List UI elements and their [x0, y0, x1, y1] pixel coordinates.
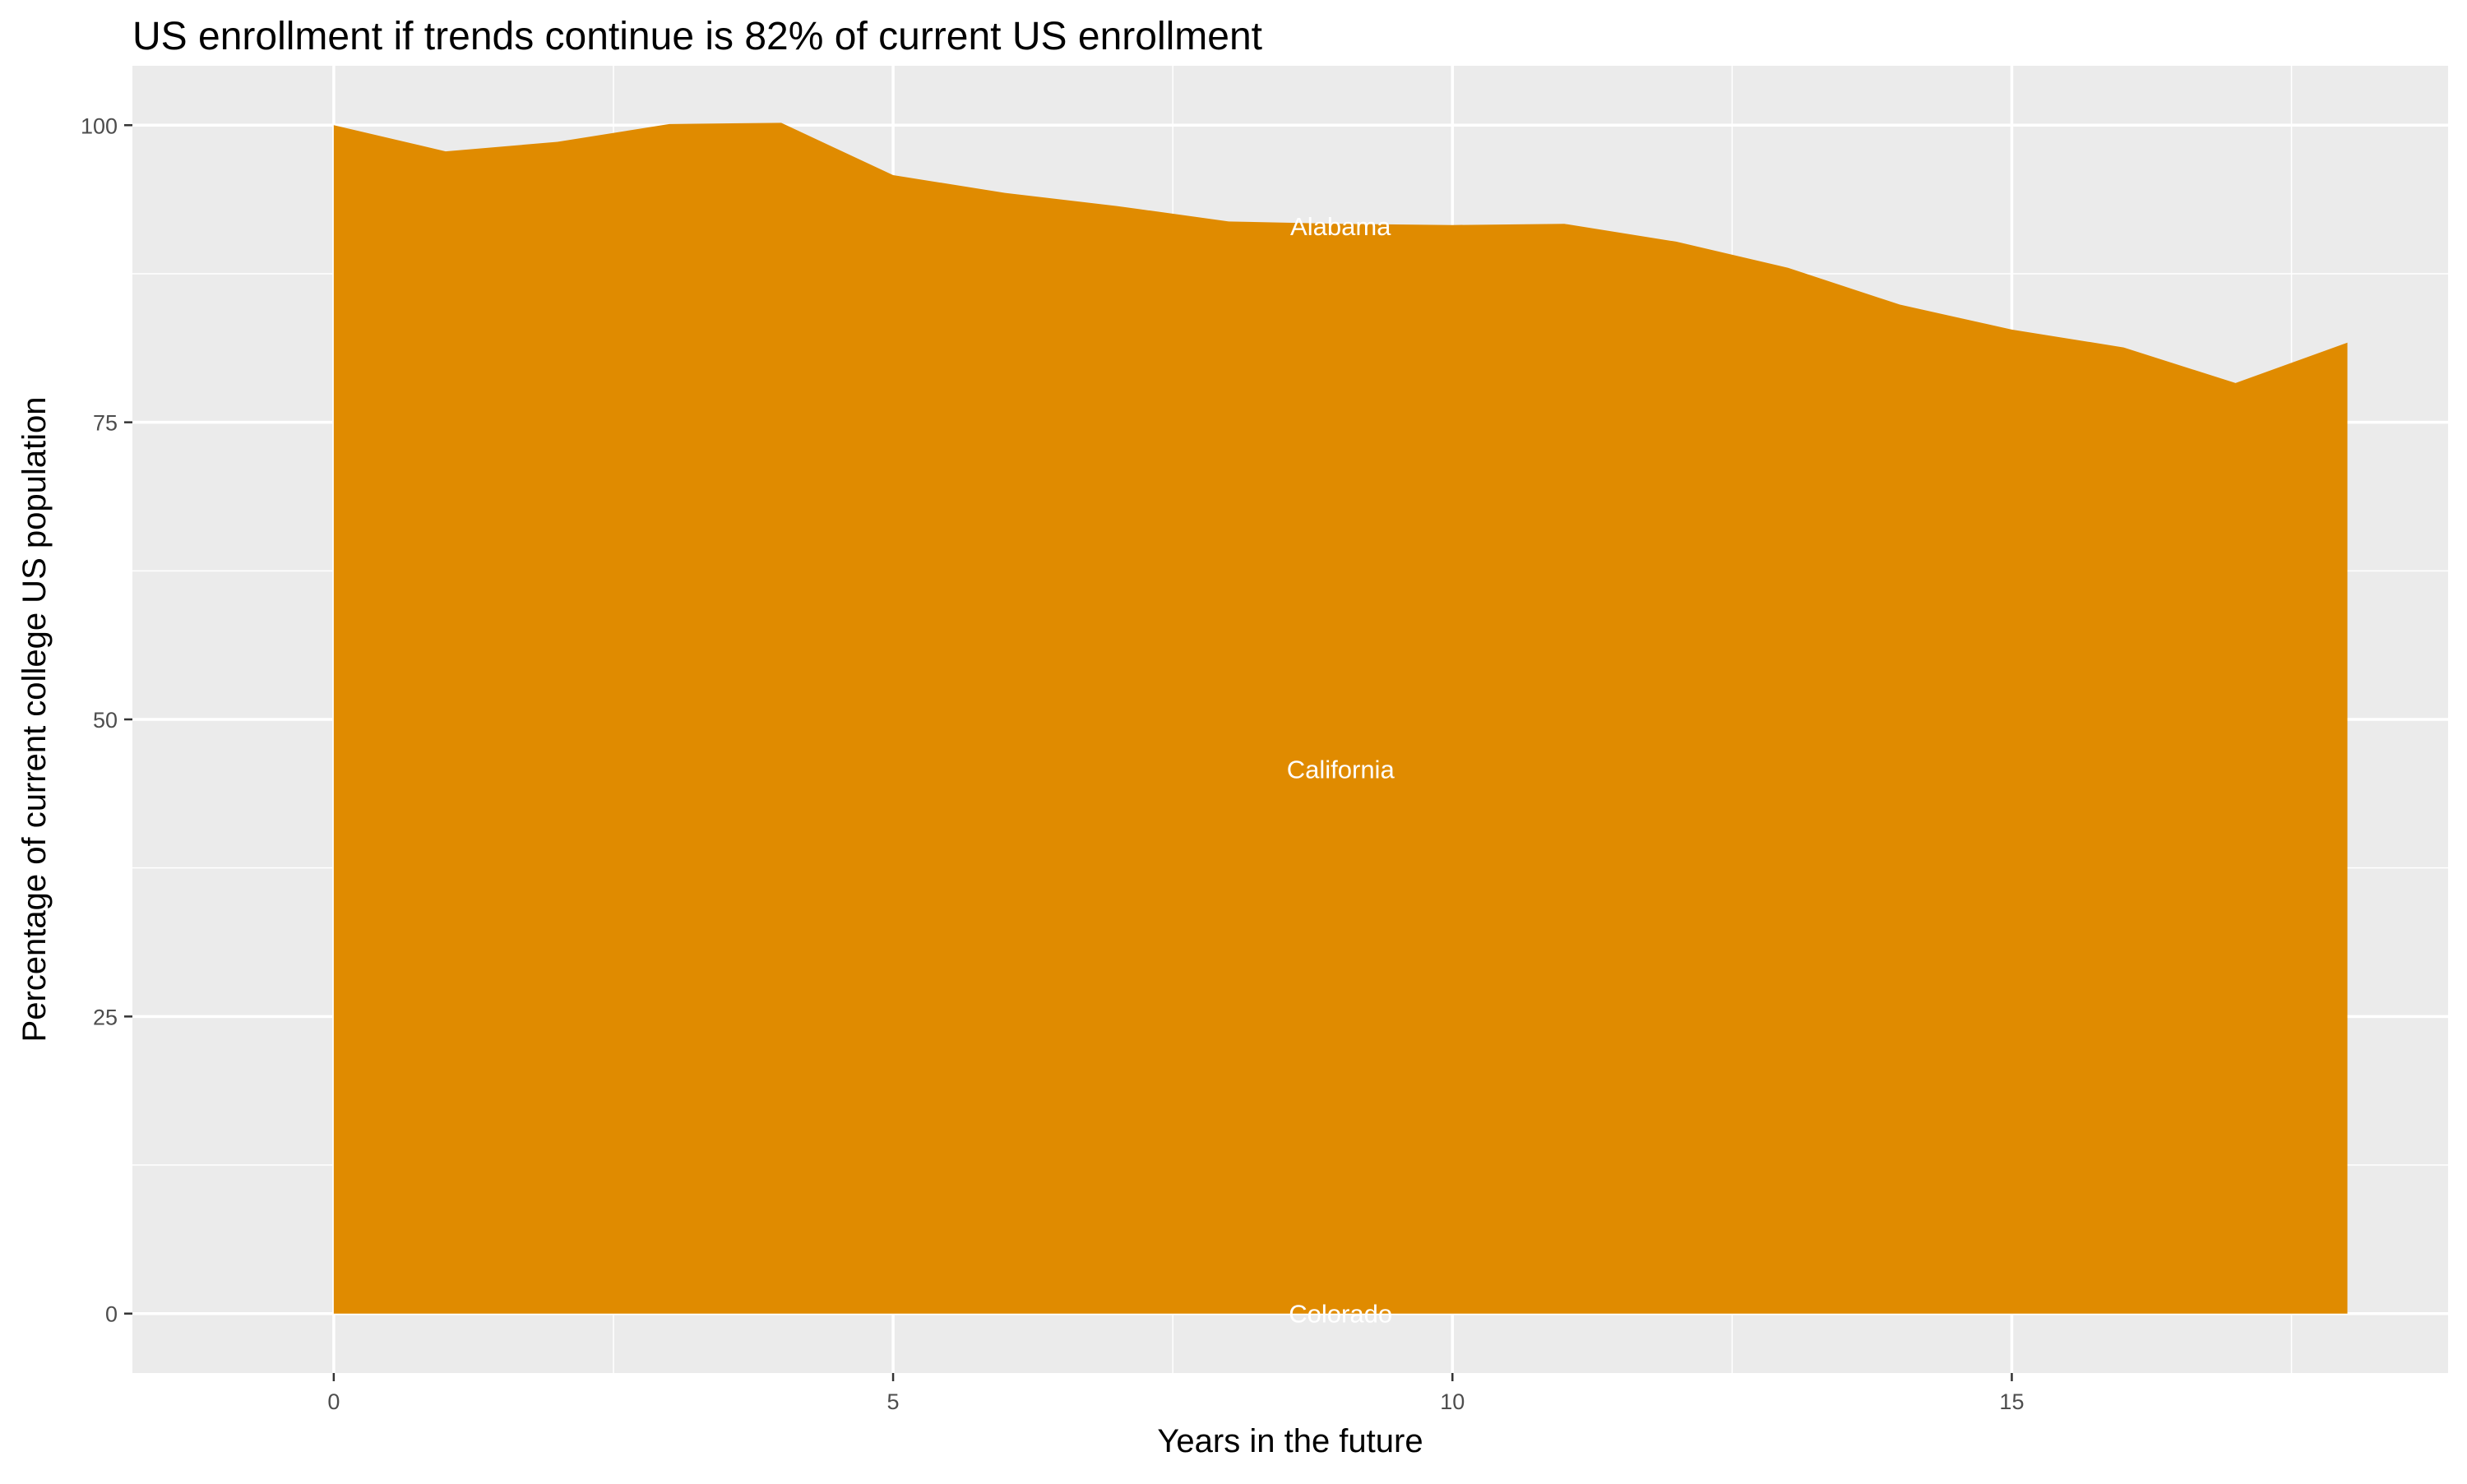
x-tick-label: 15 — [1999, 1389, 2024, 1414]
y-tick-label: 25 — [93, 1005, 118, 1029]
x-tick-label: 0 — [327, 1389, 340, 1414]
area-series — [333, 123, 2348, 1314]
chart-title: US enrollment if trends continue is 82% … — [132, 15, 1262, 58]
x-tick-label: 10 — [1440, 1389, 1465, 1414]
y-tick-label: 100 — [81, 113, 118, 138]
x-axis-label: Years in the future — [1157, 1423, 1423, 1459]
annotation-label: Colorado — [1289, 1300, 1392, 1329]
y-axis-label: Percentage of current college US populat… — [16, 397, 53, 1042]
y-tick-label: 50 — [93, 708, 118, 733]
x-axis-ticks: 0 5 10 15 — [327, 1373, 2024, 1414]
y-axis-ticks: 0 25 50 75 100 — [81, 113, 132, 1327]
annotations: Alabama California Colorado — [1287, 212, 1395, 1329]
x-tick-label: 5 — [887, 1389, 900, 1414]
annotation-label: California — [1287, 756, 1395, 784]
y-tick-label: 0 — [105, 1302, 118, 1327]
y-tick-label: 75 — [93, 411, 118, 436]
annotation-label: Alabama — [1290, 212, 1391, 241]
